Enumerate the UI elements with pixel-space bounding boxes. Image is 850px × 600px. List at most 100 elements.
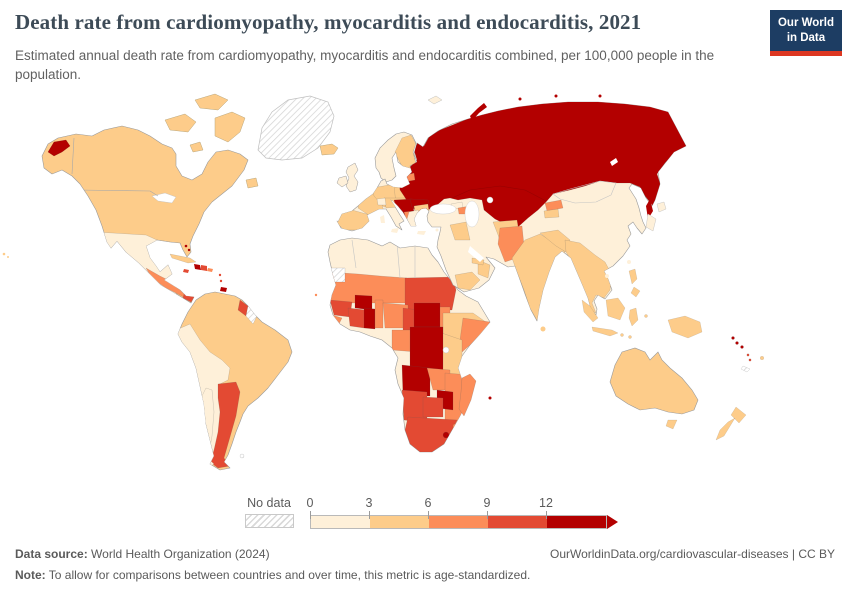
footer-note-label: Note: xyxy=(15,568,46,582)
map-region-canada[interactable] xyxy=(189,141,204,153)
map-region-russia[interactable] xyxy=(554,94,558,98)
map-region-italy[interactable] xyxy=(380,215,385,223)
map-region-vanuatu[interactable] xyxy=(748,358,752,362)
map-region-trinidad-and-tobago[interactable] xyxy=(220,287,227,292)
map-region-australia[interactable] xyxy=(665,419,678,430)
map-region-mauritius[interactable] xyxy=(488,396,492,400)
map-region-fiji[interactable] xyxy=(760,356,765,361)
legend-bin-0-3[interactable] xyxy=(311,516,370,528)
russia-kazakhstan-border xyxy=(451,185,547,202)
map-region-jamaica[interactable] xyxy=(183,269,189,273)
map-region-usa[interactable] xyxy=(7,256,9,258)
caspian-sea xyxy=(464,200,480,228)
map-region-lesotho[interactable] xyxy=(442,431,450,439)
map-region-greenland[interactable] xyxy=(257,95,335,161)
map-region-new-zealand[interactable] xyxy=(715,417,736,441)
map-region-russia[interactable] xyxy=(47,139,71,157)
map-region-usa[interactable] xyxy=(2,252,6,256)
map-region-solomon-islands[interactable] xyxy=(731,336,735,340)
map-region-lesser-antilles[interactable] xyxy=(219,279,223,283)
map-region-papua-new-guinea[interactable] xyxy=(667,315,703,339)
map-region-malaysia[interactable] xyxy=(605,297,626,321)
map-region-united-kingdom[interactable] xyxy=(345,162,359,193)
map-region-indonesia[interactable] xyxy=(628,335,632,339)
map-region-burkina-faso[interactable] xyxy=(354,294,373,311)
map-region-iceland[interactable] xyxy=(319,143,339,156)
legend-bin-6-9[interactable] xyxy=(429,516,488,528)
map-region-indonesia[interactable] xyxy=(620,333,624,337)
aral-sea xyxy=(486,196,494,204)
map-region-cuba[interactable] xyxy=(169,253,197,264)
map-region-democratic-republic-of-congo[interactable] xyxy=(409,326,444,373)
map-region-togo[interactable] xyxy=(374,299,384,329)
map-region-greece[interactable] xyxy=(406,209,422,228)
map-region-new-zealand[interactable] xyxy=(730,406,747,424)
map-region-finland[interactable] xyxy=(394,134,416,170)
map-region-china[interactable] xyxy=(605,274,609,278)
map-region-indonesia[interactable] xyxy=(581,299,599,323)
alaska-canada-border xyxy=(71,137,75,175)
map-region-dominican-republic[interactable] xyxy=(201,265,207,271)
map-region-india[interactable] xyxy=(511,233,566,322)
map-region-somalia[interactable] xyxy=(459,317,490,353)
map-region-cyprus[interactable] xyxy=(435,228,439,232)
map-region-angola[interactable] xyxy=(401,364,431,397)
legend-bin-3-6[interactable] xyxy=(370,516,429,528)
map-region-falkland-islands[interactable] xyxy=(239,453,245,459)
map-region-canada[interactable] xyxy=(245,177,259,189)
map-region-tajikistan[interactable] xyxy=(543,208,560,219)
map-region-central-african-republic[interactable] xyxy=(413,302,441,328)
map-region-japan[interactable] xyxy=(656,201,667,213)
map-region-haiti[interactable] xyxy=(194,264,201,270)
map-region-philippines[interactable] xyxy=(628,268,638,285)
map-region-canada[interactable] xyxy=(194,93,229,111)
map-region-bahamas[interactable] xyxy=(187,248,191,252)
map-region-vanuatu[interactable] xyxy=(746,353,750,357)
owid-logo[interactable]: Our World in Data xyxy=(769,10,842,56)
map-region-madagascar[interactable] xyxy=(458,373,477,417)
map-region-canada[interactable] xyxy=(164,113,197,133)
map-region-greece[interactable] xyxy=(417,231,426,235)
map-region-kyrgyzstan[interactable] xyxy=(544,199,564,212)
map-region-cape-verde[interactable] xyxy=(314,293,318,297)
legend-bin-9-12[interactable] xyxy=(488,516,547,528)
map-region-indonesia[interactable] xyxy=(644,314,648,318)
map-region-yemen[interactable] xyxy=(454,271,481,291)
map-region-canada[interactable] xyxy=(214,111,246,143)
map-region-ghana[interactable] xyxy=(363,307,376,330)
great-lakes xyxy=(151,192,177,204)
map-region-lesser-antilles[interactable] xyxy=(218,273,222,277)
map-region-italy[interactable] xyxy=(391,228,399,233)
legend-bin-12+[interactable] xyxy=(547,516,606,528)
map-region-new-caledonia[interactable] xyxy=(740,365,751,373)
legend-tick-label-6: 6 xyxy=(424,496,432,510)
map-region-chile[interactable] xyxy=(201,387,215,469)
map-region-russia[interactable] xyxy=(646,199,653,219)
map-region-philippines[interactable] xyxy=(630,286,641,298)
map-region-solomon-islands[interactable] xyxy=(735,341,739,345)
legend-arrow-cap[interactable] xyxy=(607,515,618,529)
map-region-iraq[interactable] xyxy=(449,221,471,241)
map-region-western-sahara[interactable] xyxy=(328,267,346,283)
map-region-russia[interactable] xyxy=(470,103,487,121)
map-region-bahamas[interactable] xyxy=(184,244,188,248)
map-region-russia[interactable] xyxy=(598,94,602,98)
map-region-botswana[interactable] xyxy=(422,396,444,418)
map-region-russia[interactable] xyxy=(518,97,522,101)
map-region-australia[interactable] xyxy=(609,347,699,415)
map-region-taiwan[interactable] xyxy=(627,260,631,264)
map-region-norway[interactable] xyxy=(427,95,443,105)
map-region-puerto-rico[interactable] xyxy=(207,268,213,272)
map-region-indonesia[interactable] xyxy=(591,326,619,337)
map-region-solomon-islands[interactable] xyxy=(740,345,744,349)
map-region-ireland[interactable] xyxy=(336,175,349,188)
map-region-japan[interactable] xyxy=(645,213,657,232)
map-region-sri-lanka[interactable] xyxy=(540,326,546,332)
map-region-brazil[interactable] xyxy=(177,291,293,471)
map-region-cote-divoire[interactable] xyxy=(347,307,367,329)
no-data-swatch[interactable] xyxy=(245,514,294,528)
map-region-indonesia[interactable] xyxy=(628,307,639,327)
world-map[interactable] xyxy=(0,85,850,495)
map-region-switzerland[interactable] xyxy=(376,197,387,206)
footer-credit-link[interactable]: OurWorldinData.org/cardiovascular-diseas… xyxy=(549,547,835,561)
